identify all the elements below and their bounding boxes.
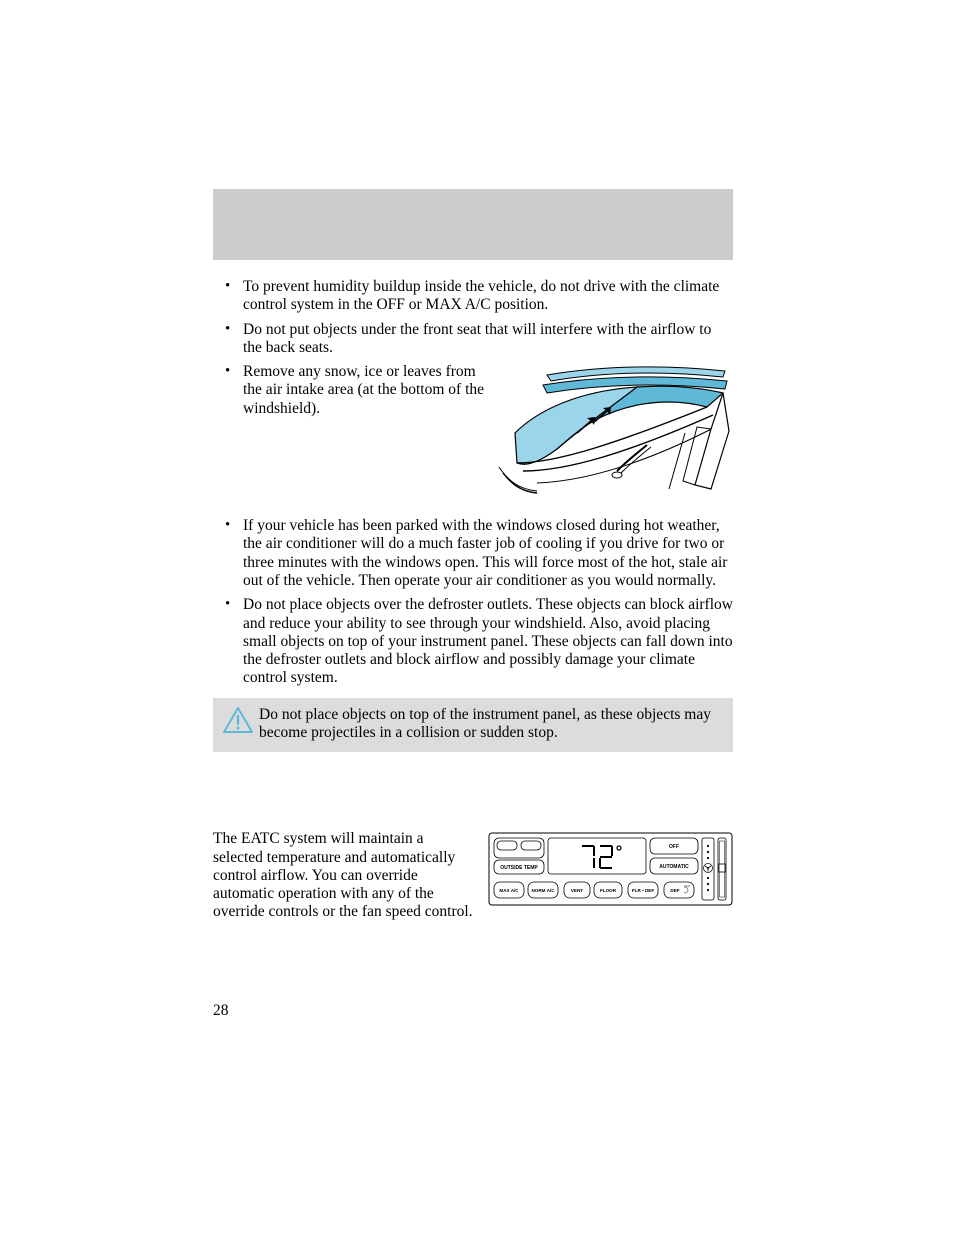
bullet-front-seat: Do not put objects under the front seat … [213, 321, 733, 358]
page-number: 28 [213, 1002, 229, 1020]
button-vent: VENT [571, 888, 583, 893]
bullet-air-intake: Remove any snow, ice or leaves from the … [213, 363, 489, 418]
warning-text: Do not place objects on top of the instr… [259, 706, 723, 743]
button-flr-def: FLR • DEF [632, 888, 654, 893]
bullet-humidity: To prevent humidity buildup inside the v… [213, 278, 733, 315]
label-outside-temp: OUTSIDE TEMP [500, 865, 538, 871]
figure-windshield-air-intake [497, 363, 733, 503]
button-off: OFF [669, 844, 679, 850]
button-def: DEF [670, 888, 679, 893]
bullet-parked-hot: If your vehicle has been parked with the… [213, 517, 733, 590]
button-max-ac: MAX A/C [499, 888, 519, 893]
bullet-defroster-outlets: Do not place objects over the defroster … [213, 596, 733, 687]
button-automatic: AUTOMATIC [659, 864, 689, 870]
eatc-description: The EATC system will maintain a selected… [213, 830, 473, 921]
button-norm-ac: NORM A/C [531, 888, 555, 893]
warning-icon [223, 707, 253, 733]
button-floor: FLOOR [600, 888, 617, 893]
warning-callout: Do not place objects on top of the instr… [213, 698, 733, 753]
section-header-bar [213, 189, 733, 260]
figure-eatc-control-panel: OUTSIDE TEMP [488, 832, 733, 906]
